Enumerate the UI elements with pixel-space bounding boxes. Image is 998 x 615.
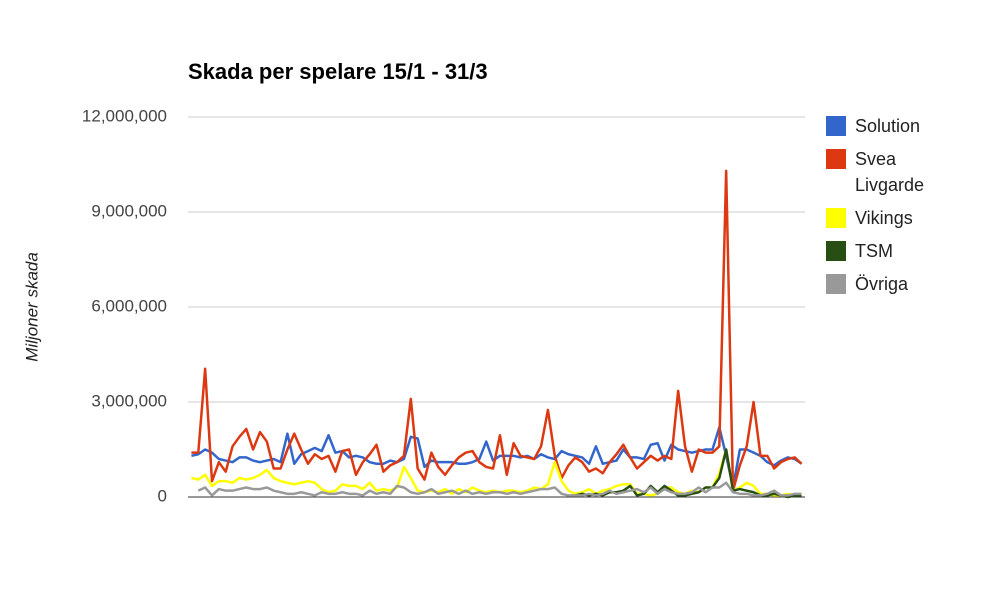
legend-swatch: [826, 149, 846, 169]
legend-swatch: [826, 241, 846, 261]
legend-item: Vikings: [826, 208, 945, 231]
y-tick-label: 0: [158, 486, 167, 505]
chart-title: Skada per spelare 15/1 - 31/3: [188, 59, 488, 84]
y-tick-label: 9,000,000: [91, 201, 167, 220]
series-line: [197, 481, 802, 497]
series-line: [191, 169, 803, 492]
y-axis-label: Miljoner skada: [22, 252, 41, 362]
legend-item: TSM: [826, 241, 945, 264]
legend-swatch: [826, 208, 846, 228]
legend-label: TSM: [855, 241, 893, 261]
legend-swatch: [826, 274, 846, 294]
legend-item: Solution: [826, 116, 945, 139]
legend-item: Övriga: [826, 274, 945, 297]
legend-label: Övriga: [855, 274, 909, 294]
legend: Solution Svea Livgarde Vikings TSM Övriga: [826, 116, 945, 307]
y-tick-label: 12,000,000: [82, 106, 167, 125]
legend-label: Solution: [855, 116, 921, 136]
legend-swatch: [826, 116, 846, 136]
legend-label: Svea Livgarde: [855, 149, 925, 195]
y-tick-label: 6,000,000: [91, 296, 167, 315]
y-tick-label: 3,000,000: [91, 391, 167, 410]
legend-item: Svea Livgarde: [826, 149, 945, 198]
legend-label: Vikings: [855, 208, 913, 228]
